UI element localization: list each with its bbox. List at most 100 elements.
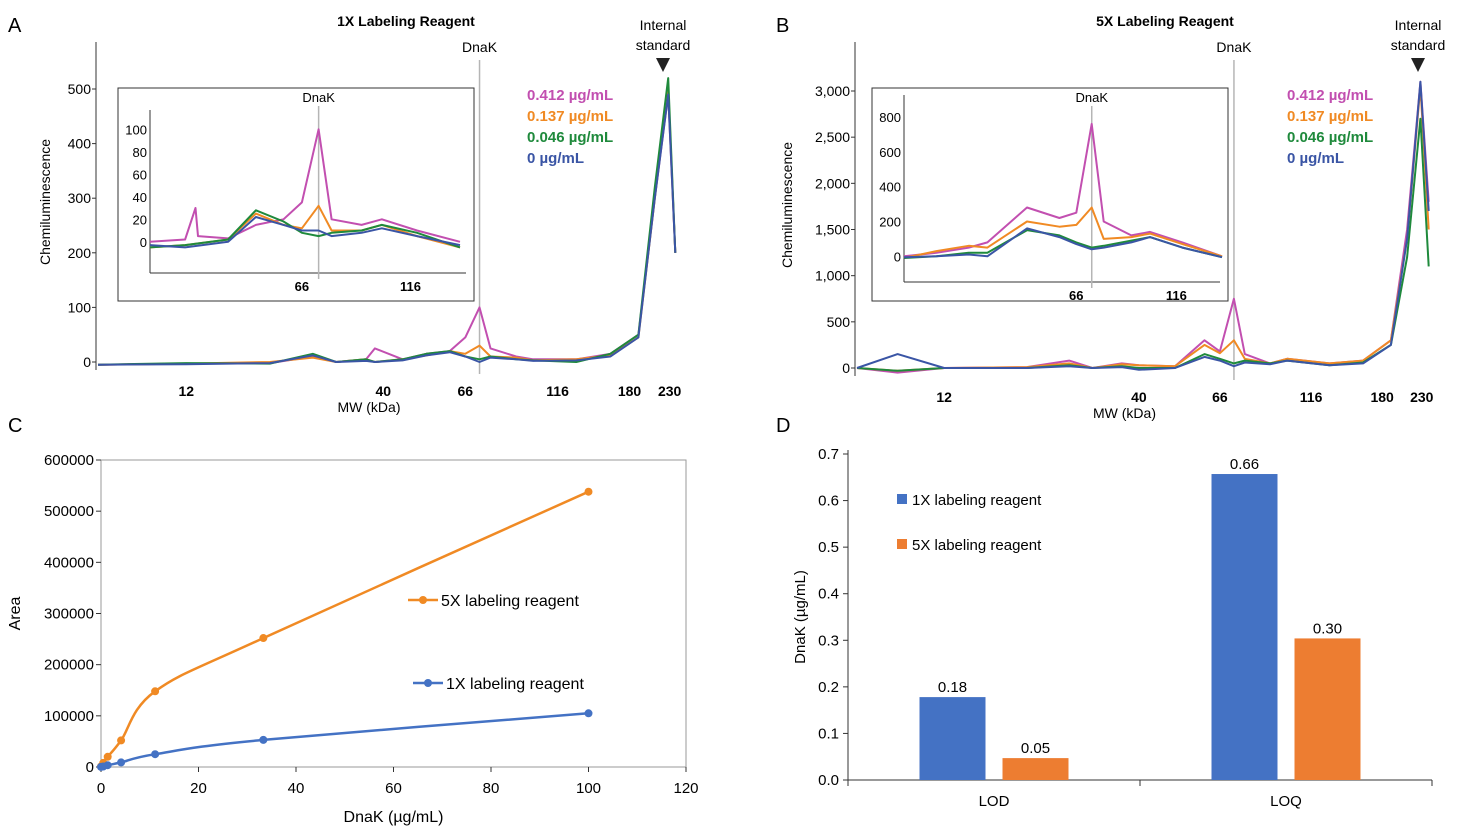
y-tick-label: 0.6 — [818, 493, 839, 510]
inset-x-tick-label: 116 — [400, 279, 421, 294]
legend-entry: 0.412 µg/mL — [527, 87, 613, 104]
bar-value-label: 0.18 — [938, 679, 967, 696]
panel-b-electropherogram: 5X Labeling Reagent 0 500 1,000 1,500 2,000 2,… — [779, 13, 1445, 421]
inset-y-tick-label: 40 — [133, 190, 147, 205]
x-axis-label: MW (kDa) — [338, 399, 401, 415]
inset-trace-2 — [149, 209, 461, 249]
data-point — [151, 750, 160, 759]
data-point — [117, 758, 126, 767]
data-point — [584, 709, 593, 718]
inset-frame — [871, 87, 1229, 302]
legend-entry: 0.137 µg/mL — [527, 108, 613, 125]
panel-letter-c: C — [8, 415, 22, 437]
dnak-marker-label: DnaK — [1216, 39, 1252, 55]
inset-y-tick-label: 800 — [879, 110, 901, 125]
y-tick-label: 500000 — [44, 503, 94, 520]
y-tick-label: 500 — [827, 314, 851, 330]
y-tick-label: 1,500 — [815, 222, 850, 238]
x-tick-label: 60 — [385, 780, 402, 797]
y-tick-label: 0.0 — [818, 772, 839, 789]
trace-1 — [856, 85, 1430, 372]
plot-frame — [100, 459, 687, 768]
x-tick-label: 230 — [658, 383, 682, 399]
x-tick-label: 100 — [576, 780, 601, 797]
legend-entry: 0.046 µg/mL — [527, 129, 613, 146]
x-tick-label: 40 — [288, 780, 305, 797]
data-point — [259, 634, 268, 643]
legend-label: 5X labeling reagent — [441, 593, 579, 610]
x-tick-label: 40 — [1131, 389, 1147, 405]
panel-a-electropherogram: 1X Labeling Reagent0100200300400500Chemi… — [37, 13, 690, 415]
panel-c-calibration-chart: 0 100000 200000 300000 400000 500000 600000 0 20… — [7, 452, 699, 826]
panel-letter-d: D — [776, 415, 790, 437]
y-tick-label: 0 — [842, 360, 850, 376]
y-tick-label: 200 — [68, 245, 92, 261]
inset-y-tick-label: 100 — [125, 122, 147, 137]
data-point — [117, 736, 126, 745]
legend-swatch — [897, 539, 907, 549]
bar-value-label: 0.66 — [1230, 456, 1259, 473]
legend-entry: 0.412 µg/mL — [1287, 87, 1373, 104]
y-tick-label: 300 — [68, 190, 92, 206]
inset-y-tick-label: 60 — [133, 167, 147, 182]
x-tick-label: 116 — [546, 383, 569, 399]
data-point — [259, 735, 268, 744]
legend-swatch-dot — [424, 679, 432, 687]
legend-entry: 0 µg/mL — [1287, 150, 1344, 167]
x-tick-label: 0 — [97, 780, 105, 797]
chart-title: 1X Labeling Reagent — [337, 13, 475, 29]
chart-title: 5X Labeling Reagent — [1096, 13, 1234, 29]
y-tick-label: 1,000 — [815, 268, 850, 284]
x-tick-label: 120 — [673, 780, 698, 797]
data-point — [103, 752, 112, 761]
bar-lod-1 — [1002, 758, 1069, 780]
y-axis-label: DnaK (µg/mL) — [792, 570, 809, 664]
internal-standard-label-line2: standard — [636, 37, 690, 53]
panel-letter-a: A — [8, 15, 22, 37]
bar-value-label: 0.30 — [1313, 620, 1342, 637]
inset-y-tick-label: 200 — [879, 214, 901, 229]
x-tick-label: 12 — [936, 389, 952, 405]
x-category-label: LOQ — [1270, 793, 1302, 810]
x-tick-label: 230 — [1410, 389, 1434, 405]
series-line-0 — [99, 490, 590, 768]
bar-lod-0 — [919, 697, 986, 780]
panel-d-bar-chart: 0.0 0.1 0.2 0.3 0.4 0.5 0.6 0.7 DnaK (µg/mL) LOD 0… — [792, 446, 1433, 810]
y-axis-label: Area — [7, 597, 24, 631]
internal-standard-label-line1: Internal — [1395, 17, 1442, 33]
y-tick-label: 2,500 — [815, 129, 850, 145]
y-tick-label: 0.1 — [818, 725, 839, 742]
inset-dnak-label: DnaK — [1075, 90, 1108, 105]
legend-entry: 0.137 µg/mL — [1287, 108, 1373, 125]
trace-3 — [856, 80, 1430, 371]
x-tick-label: 180 — [1370, 389, 1394, 405]
x-tick-label: 66 — [458, 383, 474, 399]
inset-dnak-label: DnaK — [302, 90, 335, 105]
inset-y-tick-label: 0 — [894, 249, 901, 264]
y-tick-label: 2,000 — [815, 175, 850, 191]
legend-label: 1X labeling reagent — [446, 676, 584, 693]
y-tick-label: 400 — [68, 136, 92, 152]
y-tick-label: 100 — [68, 299, 92, 315]
y-tick-label: 0.7 — [818, 446, 839, 463]
y-tick-label: 0 — [86, 759, 94, 776]
x-tick-label: 116 — [1300, 389, 1323, 405]
legend-label: 1X labeling reagent — [912, 492, 1042, 509]
x-tick-label: 12 — [178, 383, 194, 399]
y-tick-label: 0.3 — [818, 632, 839, 649]
inset-trace-0 — [149, 128, 461, 243]
inset-trace-1 — [903, 206, 1223, 259]
y-tick-label: 600000 — [44, 452, 94, 469]
data-point — [584, 487, 593, 496]
x-tick-label: 40 — [376, 383, 392, 399]
dnak-marker-label: DnaK — [462, 39, 498, 55]
y-tick-label: 0 — [83, 354, 91, 370]
y-tick-label: 0.5 — [818, 539, 839, 556]
x-tick-label: 20 — [190, 780, 207, 797]
x-tick-label: 180 — [618, 383, 642, 399]
internal-standard-label-line2: standard — [1391, 37, 1445, 53]
y-axis-label: Chemiluminescence — [37, 139, 53, 265]
x-category-label: LOD — [979, 793, 1010, 810]
inset-x-tick-label: 66 — [295, 279, 309, 294]
